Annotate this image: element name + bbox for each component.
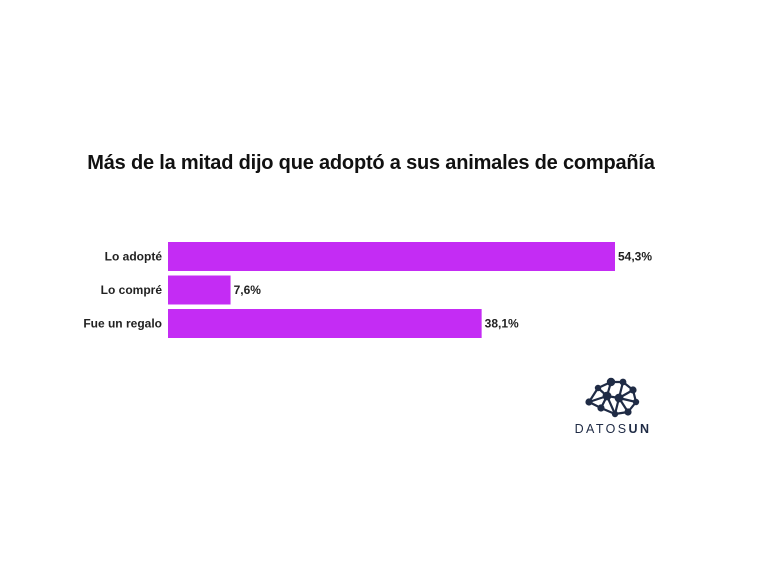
category-label-1: Lo adopté bbox=[105, 250, 163, 264]
value-label-1: 54,3% bbox=[618, 250, 652, 264]
value-label-3: 38,1% bbox=[485, 317, 519, 331]
network-nodes-icon bbox=[585, 377, 640, 418]
logo-text-bold: UN bbox=[628, 422, 652, 436]
logo-text-regular: DATOS bbox=[574, 422, 629, 436]
bars-layer bbox=[168, 242, 615, 338]
bar-1 bbox=[168, 242, 615, 271]
labels-layer: Lo adopté 54,3% Lo compré 7,6% Fue un regalo… bbox=[83, 250, 652, 331]
bar-3 bbox=[168, 309, 482, 338]
value-label-2: 7,6% bbox=[234, 283, 262, 297]
bar-2 bbox=[168, 275, 231, 305]
category-label-2: Lo compré bbox=[101, 283, 163, 297]
chart-title: Más de la mitad dijo que adoptó a sus an… bbox=[87, 152, 655, 174]
datosun-logo: DATOSUN bbox=[568, 376, 658, 440]
category-label-3: Fue un regalo bbox=[83, 317, 162, 331]
logo-wordmark: DATOSUN bbox=[568, 422, 658, 436]
